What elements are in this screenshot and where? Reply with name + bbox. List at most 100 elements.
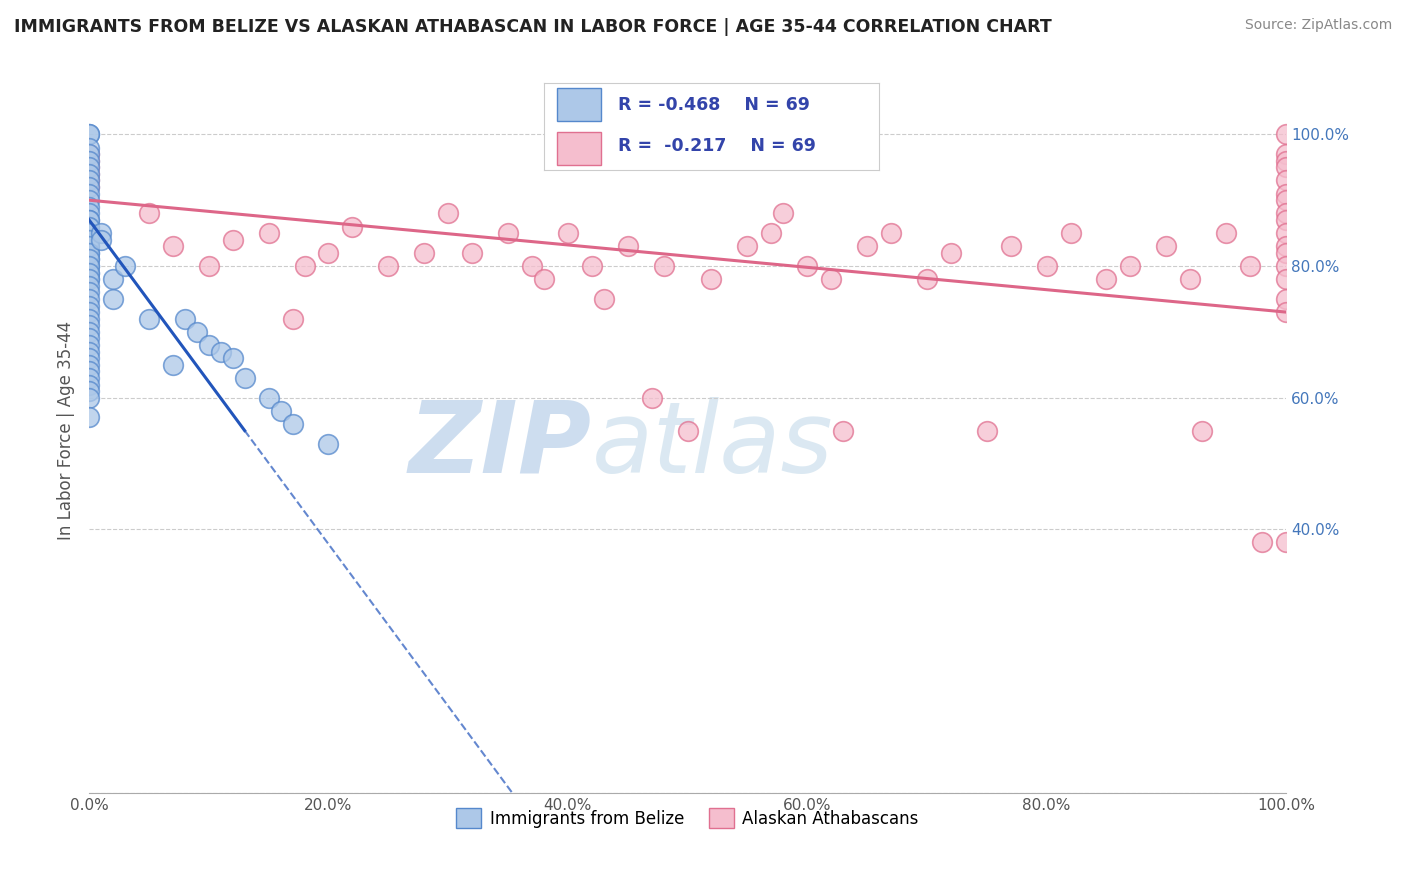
Point — [77, 167, 100, 181]
Point — [1275, 245, 1298, 260]
Legend: Immigrants from Belize, Alaskan Athabascans: Immigrants from Belize, Alaskan Athabasc… — [450, 801, 925, 835]
Point — [1275, 226, 1298, 240]
Text: atlas: atlas — [592, 397, 834, 493]
Point — [222, 351, 245, 366]
Point — [342, 219, 364, 234]
Point — [77, 384, 100, 398]
Point — [162, 358, 184, 372]
Text: ZIP: ZIP — [409, 397, 592, 493]
Point — [77, 364, 100, 378]
Point — [281, 311, 304, 326]
Point — [77, 266, 100, 280]
Point — [1275, 305, 1298, 319]
Point — [496, 226, 519, 240]
Point — [281, 417, 304, 431]
Point — [257, 226, 280, 240]
Point — [77, 173, 100, 187]
Point — [77, 259, 100, 273]
Point — [1275, 292, 1298, 306]
Point — [77, 153, 100, 168]
Point — [1191, 424, 1213, 438]
Point — [77, 226, 100, 240]
Point — [257, 391, 280, 405]
Point — [222, 233, 245, 247]
Point — [77, 272, 100, 286]
Point — [77, 245, 100, 260]
Point — [1275, 535, 1298, 549]
Point — [77, 391, 100, 405]
Point — [616, 239, 638, 253]
Point — [976, 424, 998, 438]
Point — [1275, 147, 1298, 161]
Point — [652, 259, 675, 273]
Point — [77, 266, 100, 280]
Point — [233, 371, 256, 385]
Point — [77, 311, 100, 326]
Point — [761, 226, 783, 240]
Point — [90, 233, 112, 247]
Point — [77, 233, 100, 247]
Point — [557, 226, 579, 240]
Point — [700, 272, 723, 286]
Point — [592, 292, 614, 306]
Point — [77, 186, 100, 201]
Point — [1275, 259, 1298, 273]
Point — [1239, 259, 1261, 273]
Point — [77, 180, 100, 194]
Point — [737, 239, 759, 253]
Point — [820, 272, 842, 286]
Point — [77, 371, 100, 385]
Point — [1215, 226, 1237, 240]
Point — [114, 259, 136, 273]
Point — [77, 331, 100, 345]
Point — [101, 272, 124, 286]
Point — [77, 147, 100, 161]
Point — [197, 338, 219, 352]
Point — [138, 206, 160, 220]
Point — [676, 424, 699, 438]
Point — [1275, 128, 1298, 142]
Point — [77, 213, 100, 227]
Point — [77, 193, 100, 207]
Text: IMMIGRANTS FROM BELIZE VS ALASKAN ATHABASCAN IN LABOR FORCE | AGE 35-44 CORRELAT: IMMIGRANTS FROM BELIZE VS ALASKAN ATHABA… — [14, 18, 1052, 36]
Point — [1275, 161, 1298, 175]
Point — [77, 226, 100, 240]
Point — [581, 259, 603, 273]
Point — [270, 404, 292, 418]
Point — [173, 311, 195, 326]
Point — [77, 358, 100, 372]
Point — [1275, 153, 1298, 168]
Point — [77, 147, 100, 161]
Point — [856, 239, 879, 253]
Point — [77, 233, 100, 247]
Point — [197, 259, 219, 273]
Point — [437, 206, 460, 220]
Text: Source: ZipAtlas.com: Source: ZipAtlas.com — [1244, 18, 1392, 32]
Point — [1000, 239, 1022, 253]
Point — [77, 161, 100, 175]
Point — [90, 226, 112, 240]
Point — [77, 206, 100, 220]
Point — [318, 436, 340, 450]
Point — [1119, 259, 1142, 273]
Point — [101, 292, 124, 306]
Point — [77, 252, 100, 267]
Point — [1251, 535, 1274, 549]
Point — [77, 298, 100, 312]
Point — [915, 272, 938, 286]
Point — [77, 173, 100, 187]
Point — [77, 338, 100, 352]
Point — [77, 219, 100, 234]
Point — [1275, 186, 1298, 201]
Point — [77, 325, 100, 339]
Point — [533, 272, 555, 286]
Point — [77, 272, 100, 286]
Point — [77, 252, 100, 267]
Point — [77, 161, 100, 175]
Point — [1180, 272, 1202, 286]
Point — [1275, 193, 1298, 207]
Point — [77, 128, 100, 142]
Point — [77, 153, 100, 168]
Point — [520, 259, 543, 273]
Point — [77, 213, 100, 227]
